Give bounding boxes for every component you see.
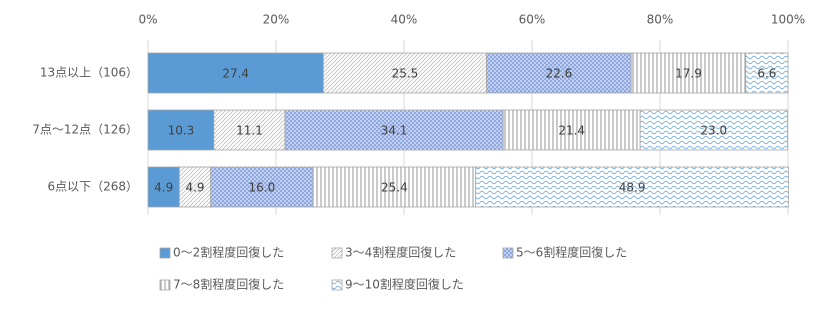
bar-segment	[213, 109, 286, 151]
bar-segment	[210, 166, 314, 208]
data-label: 22.6	[546, 67, 573, 81]
data-label: 25.5	[392, 67, 419, 81]
bar-segment	[745, 52, 789, 94]
legend-label: 5～6割程度回復した	[516, 245, 627, 260]
legend-swatch	[502, 247, 514, 259]
y-tick-label: 7点～12点（126）	[32, 123, 138, 137]
legend-label: 9～10割程度回復した	[345, 277, 464, 292]
data-label: 34.1	[381, 124, 408, 138]
data-label: 23.0	[700, 124, 727, 138]
legend-label: 7～8割程度回復した	[173, 277, 284, 292]
data-label: 17.9	[675, 67, 702, 81]
data-label: 25.4	[381, 181, 408, 195]
x-tick-label: 80%	[647, 13, 674, 27]
legend-swatch	[331, 279, 343, 291]
bar-segment	[147, 166, 180, 208]
data-label: 4.9	[154, 181, 173, 195]
y-tick-label: 6点以下（268）	[47, 180, 138, 194]
bar-segment	[178, 166, 212, 208]
legend-swatch	[159, 247, 171, 259]
x-tick-label: 40%	[391, 13, 418, 27]
legend-swatch	[159, 279, 171, 291]
data-label: 21.4	[558, 124, 585, 138]
bar-segment	[475, 166, 790, 208]
legend-swatch	[331, 247, 343, 259]
bar-segment	[147, 109, 215, 151]
bar-segment	[284, 109, 504, 151]
data-label: 10.3	[168, 124, 195, 138]
data-label: 48.9	[619, 181, 646, 195]
y-tick-label: 13点以上（106）	[40, 66, 138, 80]
bar-segment	[639, 109, 788, 151]
data-label: 11.1	[236, 124, 263, 138]
x-tick-label: 100%	[771, 13, 805, 27]
data-label: 27.4	[222, 67, 249, 81]
legend-label: 0～2割程度回復した	[173, 245, 284, 260]
data-label: 6.6	[757, 67, 776, 81]
bar-segment	[630, 52, 747, 94]
legend-label: 3～4割程度回復した	[345, 245, 456, 260]
data-label: 16.0	[249, 181, 276, 195]
bar-segment	[502, 109, 641, 151]
x-tick-label: 20%	[263, 13, 290, 27]
x-tick-label: 60%	[519, 13, 546, 27]
bar-segment	[312, 166, 477, 208]
bar-segment	[147, 52, 324, 94]
data-label: 4.9	[185, 181, 204, 195]
x-tick-label: 0%	[138, 13, 157, 27]
